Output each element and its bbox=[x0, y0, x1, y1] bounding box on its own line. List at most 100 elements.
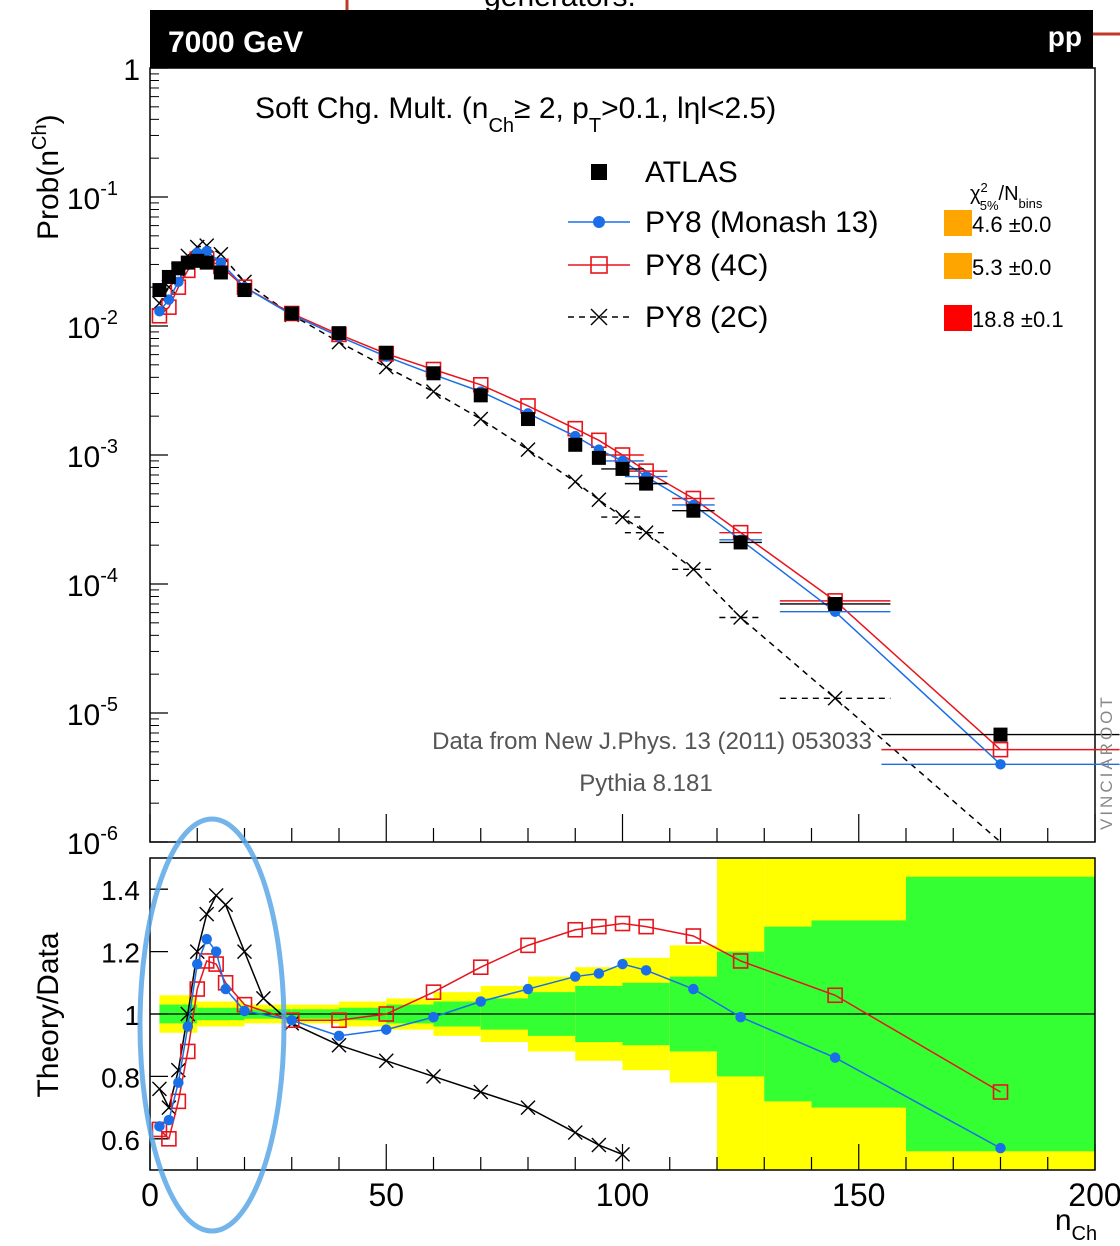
main-ytick-label: 10-3 bbox=[67, 436, 118, 474]
data-source-annotation: Data from New J.Phys. 13 (2011) 053033 bbox=[432, 728, 872, 755]
marker-circle bbox=[286, 1014, 297, 1026]
marker-circle bbox=[154, 1121, 165, 1132]
marker-circle bbox=[163, 294, 175, 305]
legend-label: PY8 (2C) bbox=[645, 301, 768, 334]
ratio-series-line bbox=[158, 922, 1001, 1141]
marker-cross-b bbox=[378, 1053, 394, 1069]
ratio-series-2 bbox=[151, 887, 630, 1162]
legend-chi-swatch bbox=[944, 305, 972, 331]
marker-circle bbox=[640, 965, 652, 976]
main-series-0 bbox=[152, 253, 1120, 742]
main-ytick-label: 10-4 bbox=[67, 565, 118, 603]
marker-circle bbox=[995, 759, 1006, 770]
marker-square bbox=[639, 476, 654, 491]
marker-square bbox=[591, 164, 607, 180]
marker-circle bbox=[593, 968, 605, 979]
marker-square bbox=[615, 461, 630, 476]
marker-cross-b bbox=[151, 1081, 167, 1097]
marker-cross-b bbox=[180, 1006, 196, 1022]
marker-circle bbox=[381, 1024, 392, 1035]
marker-cross-b bbox=[255, 990, 271, 1006]
main-ytick-label: 10-1 bbox=[67, 178, 118, 216]
ratio-ytick-label: 0.8 bbox=[101, 1062, 140, 1093]
marker-circle bbox=[215, 257, 227, 268]
marker-cross-b bbox=[218, 897, 234, 913]
ratio-panel: 1.4 1.2 1 0.8 0.6 0 50 100 150 200 bbox=[101, 857, 1120, 1213]
marker-cross-b bbox=[331, 1037, 347, 1053]
marker-cross-b bbox=[237, 944, 252, 960]
marker-circle bbox=[333, 1030, 345, 1042]
marker-square bbox=[591, 450, 606, 465]
marker-circle bbox=[593, 216, 605, 228]
ratio-xtick-label: 200 bbox=[1068, 1177, 1120, 1213]
ratio-xlabel: nCh bbox=[1055, 1204, 1097, 1245]
marker-open-square bbox=[614, 915, 631, 932]
legend-label: PY8 (Monash 13) bbox=[645, 206, 878, 239]
ratio-xtick-label: 50 bbox=[368, 1177, 404, 1213]
generator-annotation: Pythia 8.181 bbox=[579, 770, 712, 797]
marker-circle bbox=[220, 983, 231, 995]
marker-circle bbox=[182, 1021, 194, 1032]
marker-cross-b bbox=[638, 525, 654, 541]
marker-circle bbox=[163, 1114, 175, 1126]
marker-square bbox=[828, 596, 843, 611]
marker-cross-b bbox=[567, 474, 583, 490]
main-ytick-label: 1 bbox=[123, 54, 140, 87]
marker-square bbox=[733, 535, 748, 550]
marker-circle bbox=[428, 1011, 439, 1023]
marker-square bbox=[213, 265, 228, 280]
marker-square bbox=[152, 283, 167, 298]
marker-cross-b bbox=[591, 1137, 607, 1153]
marker-open-square bbox=[638, 918, 654, 935]
ratio-ytick-label: 1 bbox=[124, 1000, 140, 1031]
marker-open-square bbox=[161, 1131, 177, 1147]
marker-square bbox=[568, 437, 583, 452]
marker-open-square bbox=[189, 981, 206, 997]
marker-cross-b bbox=[208, 887, 224, 903]
main-series-line bbox=[158, 244, 1001, 843]
legend-chi-value: 5.3 ±0.0 bbox=[972, 255, 1051, 280]
marker-circle bbox=[829, 1052, 841, 1063]
marker-open-square bbox=[567, 921, 584, 938]
ratio-ytick-label: 1.4 bbox=[101, 875, 140, 906]
marker-open-square bbox=[992, 741, 1009, 758]
marker-cross-b bbox=[473, 411, 489, 427]
marker-cross-b bbox=[685, 561, 701, 577]
ratio-xtick-label: 100 bbox=[596, 1177, 649, 1213]
marker-square bbox=[686, 503, 701, 518]
marker-cross-b bbox=[590, 308, 608, 326]
marker-circle bbox=[201, 245, 212, 257]
beam-label: pp bbox=[1048, 21, 1082, 52]
marker-cross-b bbox=[733, 609, 749, 625]
marker-square bbox=[379, 345, 394, 360]
main-series-line bbox=[158, 258, 1002, 751]
marker-circle bbox=[688, 983, 699, 995]
marker-circle bbox=[735, 1011, 746, 1023]
ratio-ylabel: Theory/Data bbox=[32, 932, 65, 1097]
marker-cross-b bbox=[520, 442, 536, 458]
marker-cross-b bbox=[426, 1068, 441, 1084]
marker-circle bbox=[617, 958, 628, 970]
top-caption: generators. bbox=[484, 0, 636, 13]
legend-chi-swatch bbox=[944, 253, 972, 279]
legend-chi-header: χ2 5%/Nbins bbox=[970, 180, 1043, 213]
legend-chi-value: 4.6 ±0.0 bbox=[972, 212, 1051, 237]
marker-circle bbox=[522, 983, 534, 995]
energy-label: 7000 GeV bbox=[168, 26, 303, 59]
marker-cross-b bbox=[591, 492, 607, 508]
legend-label: ATLAS bbox=[645, 156, 738, 189]
marker-open-square bbox=[520, 937, 536, 954]
marker-open-square bbox=[732, 953, 749, 969]
marker-cross-b bbox=[189, 944, 205, 960]
marker-circle bbox=[995, 1142, 1006, 1154]
ratio-series-1 bbox=[151, 915, 1009, 1147]
header-bar bbox=[150, 10, 1093, 68]
marker-open-square bbox=[591, 918, 607, 935]
marker-open-square bbox=[208, 956, 224, 972]
marker-square bbox=[284, 306, 299, 321]
marker-cross-b bbox=[827, 690, 843, 706]
ratio-xtick-label: 150 bbox=[832, 1177, 885, 1213]
marker-open-square bbox=[378, 1006, 395, 1022]
marker-cross-b bbox=[615, 1146, 630, 1162]
